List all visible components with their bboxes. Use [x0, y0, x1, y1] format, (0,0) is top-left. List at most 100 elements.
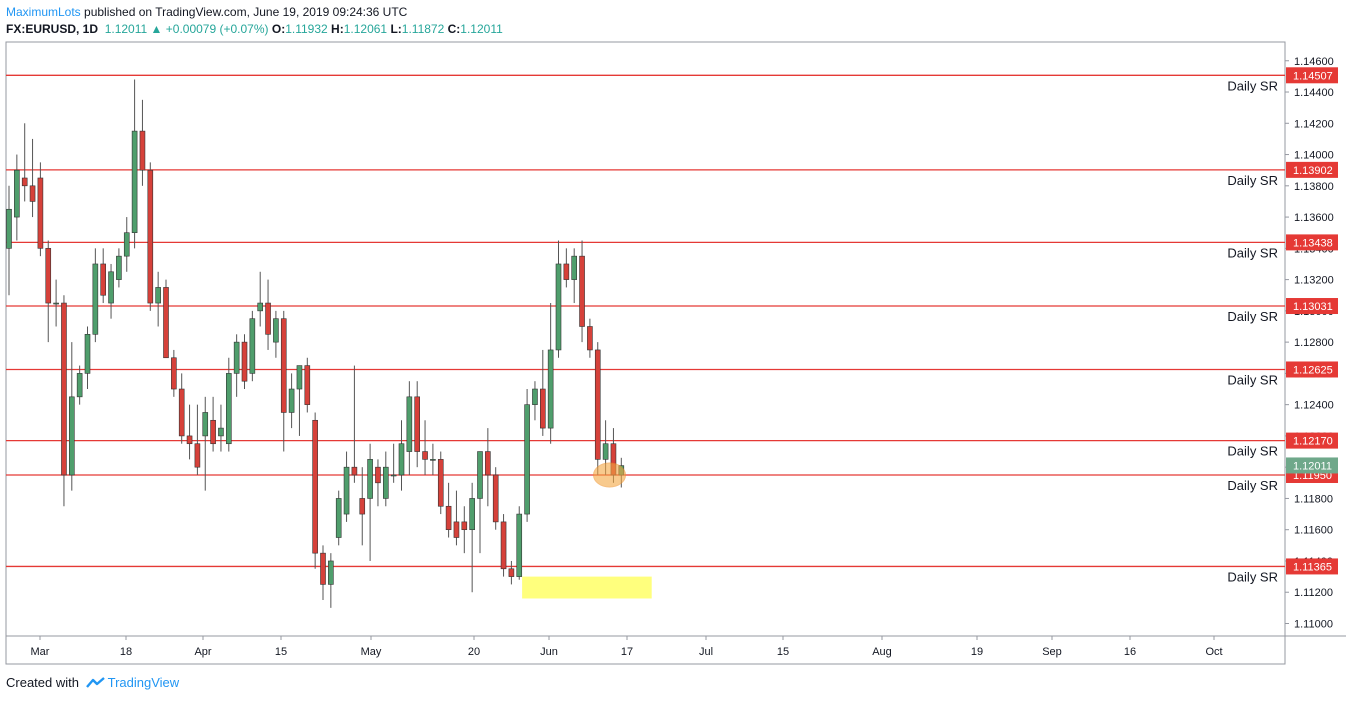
low-value: 1.11872: [401, 22, 445, 36]
bullish-candle: [343, 466, 350, 515]
bullish-candle: [218, 427, 224, 437]
candlestick-chart[interactable]: 1.14600 1.14400 1.14200 1.14000 1.13800 1.136…: [0, 0, 1348, 670]
bullish-candle: [367, 459, 373, 499]
sr-price-badge: [1286, 432, 1338, 449]
low-label: L:: [390, 22, 402, 36]
open-label: O:: [271, 22, 286, 36]
price-marker-circle: [593, 462, 627, 488]
price-tick-label: 1.11800: [1294, 493, 1333, 505]
bearish-candle: [492, 474, 499, 523]
sr-line-label: Daily SR: [1227, 372, 1278, 387]
bearish-candle: [21, 177, 28, 187]
bullish-candle: [477, 451, 483, 499]
bearish-candle: [265, 302, 271, 335]
time-tick-label: Jun: [540, 646, 558, 658]
bullish-candle: [202, 412, 209, 437]
open-value: 1.11932: [285, 22, 328, 36]
time-tick-label: Aug: [872, 646, 892, 658]
price-tick-label: 1.11600: [1294, 525, 1333, 537]
bullish-candle: [398, 443, 405, 476]
sr-line-label: Daily SR: [1227, 78, 1278, 93]
price-tick-label: 1.13200: [1294, 275, 1334, 287]
created-with-label: Created with: [6, 675, 79, 690]
sr-line-label: Daily SR: [1227, 569, 1278, 584]
bearish-candle: [437, 459, 444, 507]
sr-price-badge: [1286, 67, 1338, 84]
bearish-candle: [563, 263, 570, 280]
time-tick-label: 16: [1124, 646, 1136, 658]
bearish-candle: [163, 287, 169, 359]
bearish-candle: [178, 388, 185, 437]
bullish-candle: [14, 169, 20, 218]
time-tick-label: 15: [777, 646, 789, 658]
bearish-candle: [422, 451, 428, 460]
price-change: +0.00079 (+0.07%): [165, 22, 269, 36]
tradingview-link[interactable]: TradingView: [107, 675, 180, 690]
time-tick-label: Oct: [1205, 646, 1222, 658]
bullish-candle: [92, 263, 99, 335]
bearish-candle: [210, 419, 216, 445]
tradingview-logo-icon: [85, 677, 106, 692]
bullish-candle: [571, 255, 578, 280]
bearish-candle: [351, 466, 358, 476]
price-tick-label: 1.14200: [1294, 118, 1334, 130]
sr-price-badge: [1286, 298, 1338, 315]
bullish-candle: [123, 232, 130, 257]
bullish-candle: [257, 302, 264, 312]
bearish-candle: [485, 451, 491, 476]
bullish-candle: [524, 404, 530, 515]
sr-price-badge-label: 1.13438: [1293, 237, 1333, 249]
bearish-candle: [304, 365, 311, 405]
time-tick-label: Mar: [31, 646, 50, 658]
close-label: C:: [447, 22, 461, 36]
sr-price-badge: [1286, 161, 1338, 178]
last-price: 1.12011: [104, 22, 148, 36]
bearish-candle: [594, 349, 601, 460]
sr-line-label: Daily SR: [1227, 309, 1278, 324]
current-price-badge: [1286, 457, 1338, 474]
bullish-candle: [516, 513, 523, 577]
high-label: H:: [331, 22, 344, 36]
ohlc-line: FX:EURUSD, 1D 1.12011 ▲ +0.00079 (+0.07%…: [6, 21, 503, 38]
sr-price-badge-label: 1.14507: [1293, 70, 1333, 82]
sr-price-badge-label: 1.12170: [1293, 436, 1333, 448]
bearish-candle: [359, 498, 366, 515]
bearish-candle: [29, 185, 36, 202]
bearish-candle: [579, 255, 585, 327]
bullish-candle: [226, 373, 232, 445]
bearish-candle: [61, 302, 67, 476]
bearish-candle: [194, 443, 201, 468]
bullish-candle: [233, 341, 240, 374]
time-tick-label: 19: [971, 646, 983, 658]
bullish-candle: [602, 443, 609, 460]
bearish-candle: [100, 263, 106, 296]
symbol-label: FX:EURUSD, 1D: [6, 22, 99, 36]
bullish-candle: [532, 388, 538, 405]
bearish-candle: [37, 177, 44, 249]
bearish-candle: [280, 318, 287, 413]
bearish-candle: [539, 388, 546, 429]
author-link[interactable]: MaximumLots: [6, 5, 81, 19]
bullish-candle: [155, 287, 161, 304]
bullish-candle: [288, 388, 295, 413]
time-tick-label: 20: [468, 646, 480, 658]
bullish-candle: [6, 208, 12, 249]
bullish-candle: [108, 271, 114, 304]
bullish-candle: [328, 560, 334, 585]
sr-price-badge-label: 1.13031: [1293, 301, 1333, 313]
bullish-candle: [131, 130, 138, 234]
time-tick-label: Jul: [699, 646, 713, 658]
sr-price-badge-label: 1.12625: [1293, 364, 1333, 376]
time-tick-label: 17: [621, 646, 633, 658]
bearish-candle: [500, 521, 507, 570]
chart-frame: [5, 41, 1286, 665]
bullish-candle: [69, 396, 75, 476]
high-value: 1.12061: [343, 22, 388, 36]
up-triangle-icon: ▲: [150, 22, 163, 36]
bullish-candle: [406, 396, 413, 452]
footer: Created with TradingView: [6, 675, 179, 692]
bullish-candle: [53, 302, 59, 305]
price-tick-label: 1.14400: [1294, 87, 1334, 99]
bullish-candle: [76, 373, 83, 398]
sr-price-badge: [1286, 361, 1338, 378]
